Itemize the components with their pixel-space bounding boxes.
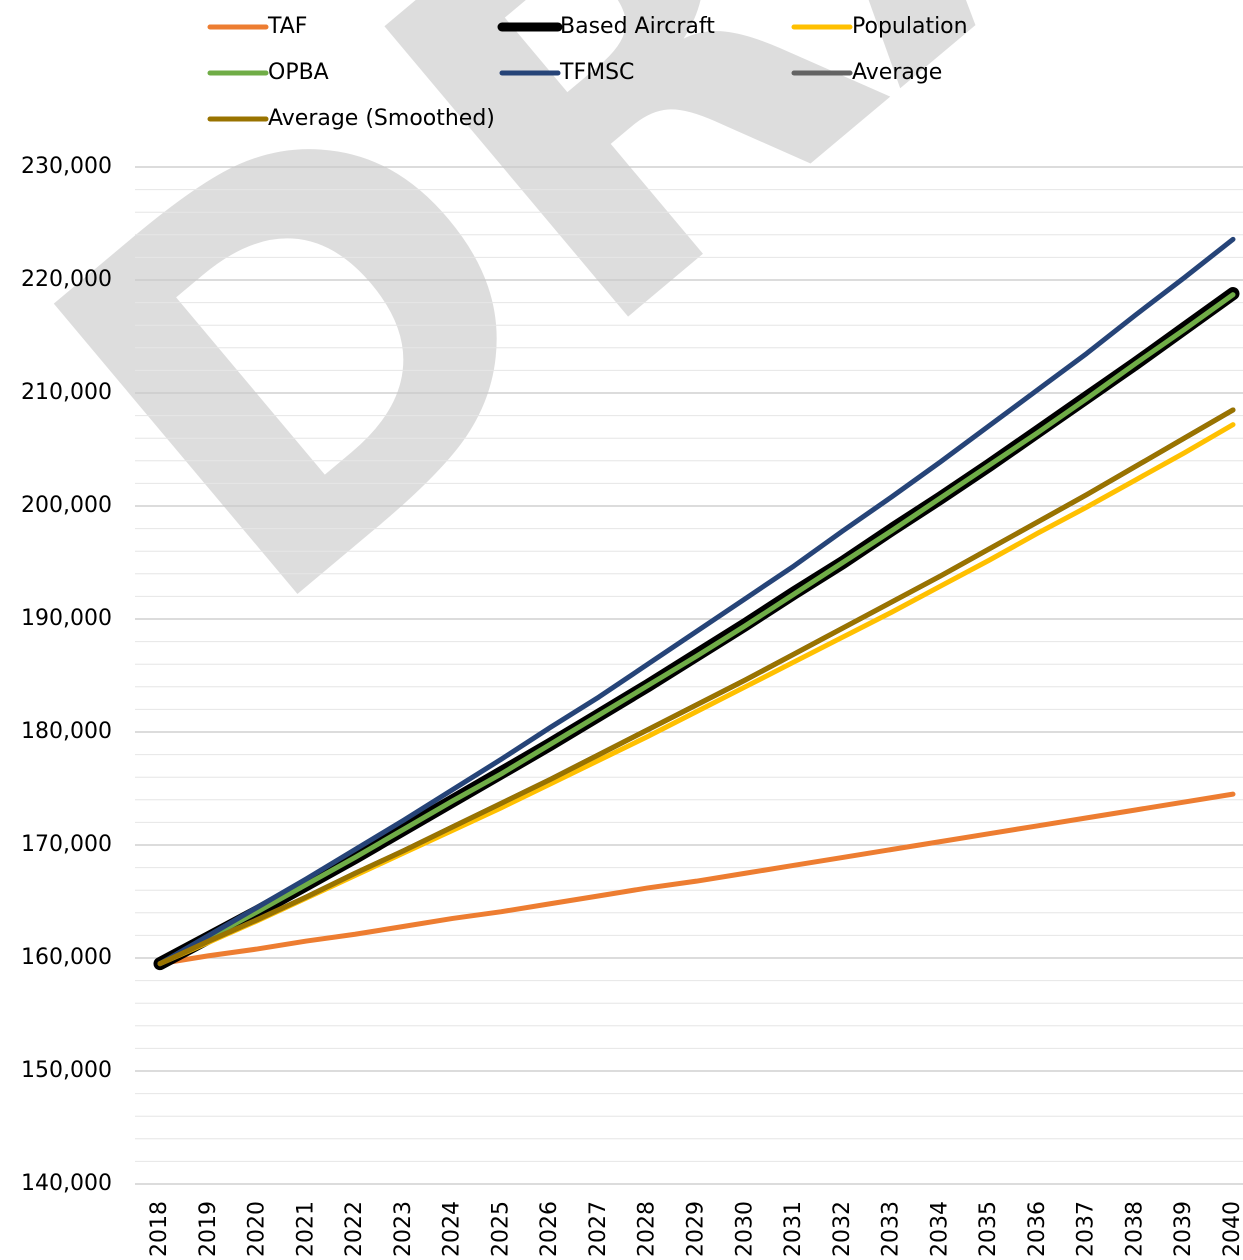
x-tick-label: 2029 — [684, 1201, 709, 1257]
y-tick-label: 200,000 — [21, 493, 112, 518]
legend-item: Average — [791, 60, 942, 85]
x-tick-label: 2019 — [196, 1201, 221, 1257]
legend-label: Average — [852, 60, 942, 85]
legend-item: Average (Smoothed) — [207, 106, 495, 131]
x-tick-label: 2022 — [342, 1201, 367, 1257]
y-tick-label: 190,000 — [21, 606, 112, 631]
x-tick-label: 2040 — [1220, 1201, 1243, 1257]
x-tick-label: 2037 — [1074, 1201, 1099, 1257]
y-tick-label: 170,000 — [21, 832, 112, 857]
x-tick-label: 2028 — [635, 1201, 660, 1257]
y-tick-label: 160,000 — [21, 945, 112, 970]
legend-item: Population — [791, 14, 968, 39]
x-tick-label: 2030 — [732, 1201, 757, 1257]
series-line — [157, 407, 1236, 967]
legend-item: Based Aircraft — [497, 14, 715, 39]
x-tick-label: 2025 — [488, 1201, 513, 1257]
x-tick-label: 2023 — [391, 1201, 416, 1257]
legend-label: OPBA — [268, 60, 329, 85]
x-tick-label: 2024 — [440, 1201, 465, 1257]
series-line — [157, 791, 1236, 967]
legend-label: TAF — [267, 14, 307, 39]
legend-item: OPBA — [207, 60, 329, 85]
x-tick-label: 2018 — [147, 1201, 172, 1257]
y-tick-label: 140,000 — [21, 1171, 112, 1196]
series-line — [157, 236, 1236, 967]
x-tick-label: 2020 — [245, 1201, 270, 1257]
x-tick-label: 2033 — [879, 1201, 904, 1257]
y-tick-label: 180,000 — [21, 719, 112, 744]
legend-label: Population — [852, 14, 968, 39]
y-tick-label: 220,000 — [21, 267, 112, 292]
legend-label: Based Aircraft — [560, 14, 715, 39]
legend-item: TAF — [207, 14, 307, 39]
x-tick-label: 2032 — [830, 1201, 855, 1257]
y-tick-label: 210,000 — [21, 380, 112, 405]
x-tick-label: 2035 — [976, 1201, 1001, 1257]
x-tick-label: 2031 — [781, 1201, 806, 1257]
x-tick-label: 2038 — [1122, 1201, 1147, 1257]
watermark: DRAFT — [0, 0, 1243, 719]
x-tick-label: 2039 — [1171, 1201, 1196, 1257]
x-tick-label: 2034 — [927, 1201, 952, 1257]
legend-label: TFMSC — [559, 60, 634, 85]
y-tick-label: 150,000 — [21, 1058, 112, 1083]
legend-item: TFMSC — [499, 60, 634, 85]
y-tick-label: 230,000 — [21, 154, 112, 179]
x-tick-label: 2021 — [293, 1201, 318, 1257]
x-tick-label: 2026 — [537, 1201, 562, 1257]
series-line — [157, 292, 1236, 967]
legend-label: Average (Smoothed) — [268, 106, 495, 131]
x-tick-label: 2036 — [1025, 1201, 1050, 1257]
x-tick-label: 2027 — [586, 1201, 611, 1257]
